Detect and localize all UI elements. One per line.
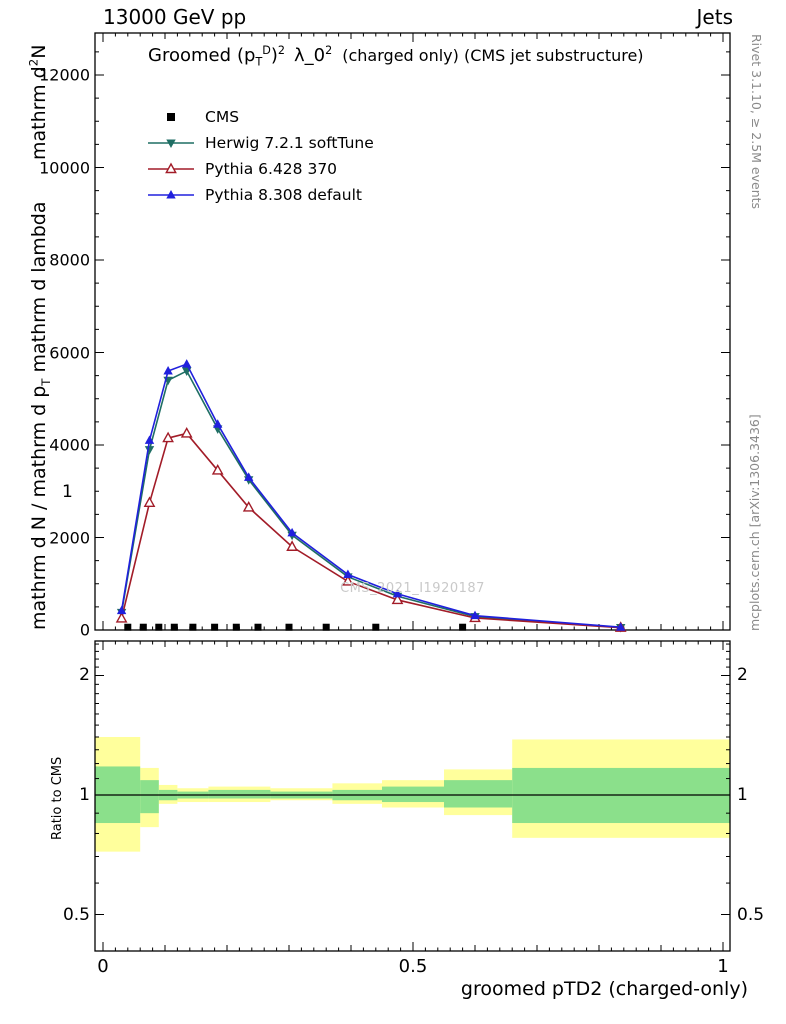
y-axis-label-upper: mathrm d2N: [27, 44, 50, 160]
y-tick-label: 12000: [39, 65, 90, 85]
x-tick-label: 0.5: [398, 956, 428, 977]
plot-title: Groomed (pTD)2 λ_02 (charged only) (CMS jet…: [148, 44, 644, 69]
ratio-tick-label-left: 2: [79, 665, 90, 686]
legend-label: Pythia 6.428 370: [205, 160, 338, 178]
filled-triangle-down-legend-icon: [148, 139, 194, 148]
title-sub: T: [255, 55, 263, 69]
ratio-tick-label-left: 0.5: [62, 904, 90, 925]
ratio-tick-label-left: 1: [79, 785, 90, 805]
y-label-a: mathrm d N / mathrm d p: [28, 385, 50, 630]
filled-triangle-up-legend-icon: [148, 190, 194, 199]
y-label-post: N: [28, 44, 50, 59]
x-tick-label: 1: [717, 956, 729, 977]
y-tick-label: 4000: [49, 435, 90, 455]
analysis-group-label: Jets: [696, 5, 733, 29]
title-sup: D: [262, 44, 271, 57]
y-label-b: mathrm d lambda: [28, 201, 50, 379]
x-tick-label: 0: [97, 956, 109, 977]
title-observable: (p: [237, 45, 256, 66]
beam-energy-label: 13000 GeV pp: [103, 5, 247, 29]
y-tick-label: 6000: [49, 343, 90, 362]
legend-item: Pythia 8.308 default: [146, 182, 374, 208]
legend-item: CMS: [146, 104, 374, 130]
watermark: CMS_2021_I1920187: [340, 581, 485, 596]
legend-item: Pythia 6.428 370: [146, 156, 374, 182]
legend-label: Pythia 8.308 default: [205, 186, 362, 204]
rivet-version-note: Rivet 3.1.10, ≥ 2.5M events: [749, 34, 764, 210]
title-tail: (charged only) (CMS jet substructure): [342, 46, 644, 65]
title-sup2: 2: [277, 44, 286, 57]
legend-item: Herwig 7.2.1 softTune: [146, 130, 374, 156]
y-tick-label: 8000: [49, 250, 90, 270]
ratio-tick-label-right: 0.5: [737, 904, 765, 925]
y-label-subt: T: [38, 378, 53, 386]
x-axis-label: groomed pTD2 (charged-only): [460, 978, 748, 1000]
mcplots-arxiv-note: mcplots.cern.ch [arXiv:1306.3436]: [747, 414, 762, 631]
title-lambda-sup: 2: [325, 44, 333, 57]
ratio-tick-label-right: 2: [737, 665, 748, 686]
legend: CMS Herwig 7.2.1 softTune Pythia 6.428 370…: [146, 104, 374, 208]
ratio-axis-label: Ratio to CMS: [50, 756, 65, 840]
ratio-tick-label-right: 1: [737, 785, 748, 805]
open-triangle-up-legend-icon: [148, 162, 194, 174]
stray-axis-digit: 1: [62, 482, 73, 502]
y-tick-label: 0: [79, 620, 90, 640]
y-tick-label: 2000: [49, 528, 90, 547]
y-axis-label: mathrm d N / mathrm d pT mathrm d lambda: [28, 201, 53, 631]
filled-square-legend-icon: [167, 113, 175, 121]
title-word: Groomed: [148, 45, 232, 66]
legend-label: Herwig 7.2.1 softTune: [205, 134, 374, 152]
legend-label: CMS: [205, 108, 240, 126]
title-lambda: λ_0: [294, 45, 326, 66]
y-tick-label: 10000: [39, 158, 90, 177]
title-close: ): [270, 45, 278, 66]
